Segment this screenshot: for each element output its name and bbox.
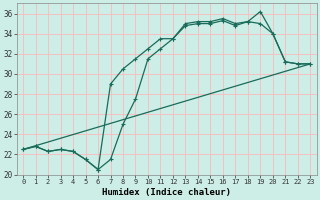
X-axis label: Humidex (Indice chaleur): Humidex (Indice chaleur) <box>102 188 231 197</box>
